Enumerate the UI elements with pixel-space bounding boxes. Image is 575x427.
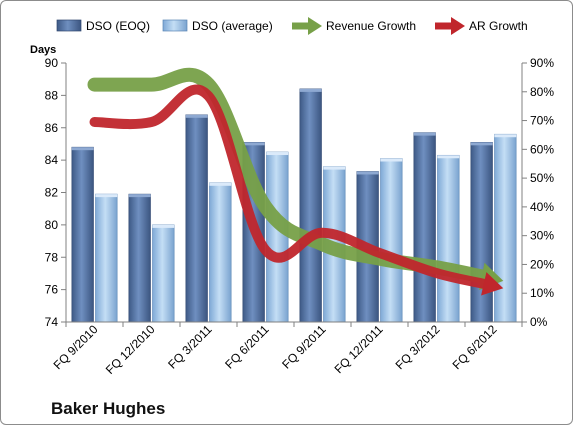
y-tick-label: 84 (45, 153, 59, 167)
bar-dso-eoq (299, 88, 322, 323)
y2-tick-label: 50% (530, 171, 554, 185)
y2-tick-label: 0% (530, 315, 548, 329)
bar-dso-eoq (413, 132, 436, 323)
bar-dso-average (209, 182, 232, 323)
y2-tick-label: 20% (530, 257, 554, 271)
bar-dso-eoq-cap (356, 171, 379, 175)
y2-tick-label: 30% (530, 229, 554, 243)
bar-dso-average (152, 224, 175, 323)
x-tick-label: FQ 3/2011 (165, 322, 215, 372)
y-tick-label: 76 (45, 283, 59, 297)
x-tick-label: FQ 12/2010 (103, 322, 158, 377)
y-tick-label: 86 (45, 121, 59, 135)
y-axis-title: Days (30, 44, 56, 56)
bar-dso-eoq (185, 114, 208, 323)
bar-dso-average-cap (152, 224, 175, 228)
y-tick-label: 90 (45, 56, 59, 70)
bar-dso-eoq-cap (470, 142, 493, 146)
bar-dso-average-cap (323, 166, 346, 170)
y2-tick-label: 60% (530, 142, 554, 156)
bar-dso-eoq-cap (299, 88, 322, 92)
x-tick-label: FQ 9/2010 (51, 322, 101, 372)
y2-tick-label: 10% (530, 286, 554, 300)
y-tick-label: 88 (45, 88, 59, 102)
bar-dso-eoq-cap (185, 114, 208, 118)
x-tick-label: FQ 12/2011 (332, 322, 386, 376)
bar-dso-eoq (128, 193, 151, 323)
bar-dso-eoq (71, 146, 94, 323)
bar-dso-eoq-cap (242, 142, 265, 146)
bar-dso-average-cap (437, 155, 460, 159)
x-tick-label: FQ 3/2012 (393, 322, 443, 372)
bar-dso-eoq-cap (71, 147, 94, 151)
bar-dso-average-cap (95, 194, 118, 198)
x-tick-label: FQ 6/2011 (222, 322, 272, 372)
bar-dso-average-cap (266, 152, 289, 156)
bar-dso-average-cap (380, 158, 403, 162)
ar-growth-line (89, 84, 489, 289)
bar-dso-average (494, 133, 517, 323)
legend-dso-eoq-swatch (56, 19, 82, 32)
x-tick-label: FQ 9/2011 (279, 322, 329, 372)
x-tick-label: FQ 6/2012 (450, 322, 500, 372)
legend-ar-growth-label: AR Growth (469, 19, 528, 33)
bar-dso-average (437, 154, 460, 323)
legend-ar-growth-swatch-head (451, 17, 465, 35)
legend-dso-average-label: DSO (average) (192, 19, 273, 33)
y-tick-label: 80 (45, 218, 59, 232)
ar-growth-arrowhead (481, 272, 504, 296)
y-tick-label: 74 (45, 315, 59, 329)
legend-dso-eoq-label: DSO (EOQ) (86, 19, 150, 33)
y2-tick-label: 70% (530, 114, 554, 128)
legend-revenue-growth-label: Revenue Growth (326, 19, 416, 33)
y-tick-label: 82 (45, 186, 59, 200)
bar-dso-average (266, 151, 289, 323)
bar-dso-average (95, 193, 118, 323)
chart-title: Baker Hughes (51, 399, 166, 418)
y2-tick-label: 80% (530, 85, 554, 99)
legend-dso-average-swatch (162, 19, 188, 32)
y2-tick-label: 90% (530, 56, 554, 70)
y2-tick-label: 40% (530, 200, 554, 214)
bar-dso-average (380, 158, 403, 323)
bar-dso-average-cap (494, 134, 517, 138)
bar-dso-average-cap (209, 182, 232, 186)
bar-dso-eoq-cap (413, 132, 436, 136)
legend-revenue-growth-swatch-head (308, 17, 322, 35)
y-tick-label: 78 (45, 250, 59, 264)
bar-dso-eoq-cap (128, 194, 151, 198)
